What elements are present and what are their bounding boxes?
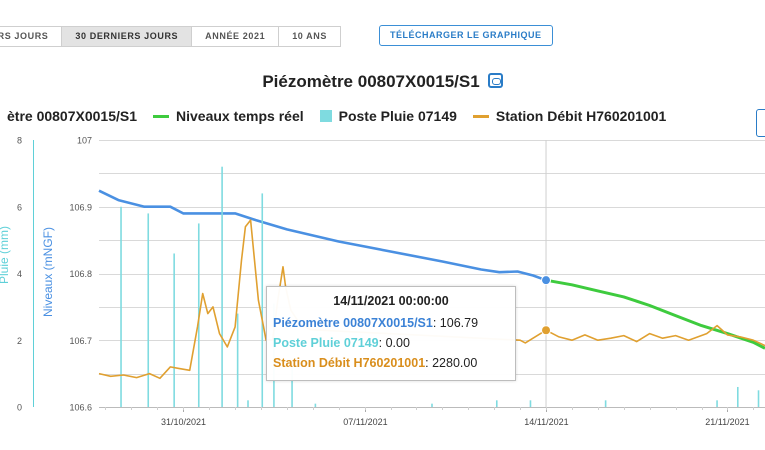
rain-tick-label: 8 (17, 136, 22, 146)
rain-tick-label: 0 (17, 403, 22, 413)
link-icon[interactable] (487, 73, 503, 88)
legend-label: ètre 00807X0015/S1 (7, 108, 137, 124)
series-line (98, 189, 547, 282)
legend-item-debit[interactable]: Station Débit H760201001 (472, 108, 667, 124)
legend-symbol (472, 114, 489, 118)
tooltip-row: Station Débit H760201001: 2280.00 (273, 356, 478, 370)
hover-marker (541, 275, 552, 286)
rain-bar (173, 253, 175, 407)
rain-bar (221, 166, 223, 407)
rain-bar (147, 213, 150, 407)
tooltip-series-value: 2280.00 (432, 356, 478, 370)
series-line (545, 278, 765, 350)
legend-item-niveaux[interactable]: Niveaux temps réel (153, 108, 304, 124)
rain-bar (431, 403, 433, 407)
rain-bar (495, 400, 498, 407)
chart-menu-button[interactable] (756, 109, 765, 137)
rain-bar (247, 400, 249, 407)
period-tabs: ERS JOURS 30 DERNIERS JOURS ANNÉE 2021 1… (0, 26, 341, 47)
rain-tick-label: 6 (17, 202, 22, 212)
legend-symbol (153, 114, 169, 118)
series-line (98, 219, 765, 380)
rain-bar (314, 403, 317, 407)
rain-tick-label: 4 (17, 269, 22, 279)
tab-30-days[interactable]: 30 DERNIERS JOURS (62, 26, 193, 47)
legend-label: Poste Pluie 07149 (338, 108, 457, 124)
tooltip-series-name: Station Débit H760201001 (273, 356, 426, 370)
chart-title: Piézomètre 00807X0015/S1 (0, 72, 765, 92)
x-tick-label: 14/11/2021 (524, 417, 568, 427)
level-tick-label: 107 (77, 136, 92, 146)
tooltip-series-value: 106.79 (439, 316, 479, 330)
x-tick-label: 07/11/2021 (343, 417, 387, 427)
rain-bar (236, 313, 239, 407)
level-tick-label: 106.9 (69, 202, 92, 212)
legend-label: Station Débit H760201001 (495, 108, 667, 124)
rain-bar (716, 400, 718, 407)
legend-symbol (319, 110, 332, 122)
tab-10-years[interactable]: 10 ANS (279, 26, 341, 47)
level-tick-label: 106.6 (69, 403, 92, 413)
level-tick-label: 106.7 (69, 336, 92, 346)
tooltip-series-value: 0.00 (385, 336, 410, 350)
chart-tooltip: 14/11/2021 00:00:00 Piézomètre 00807X001… (266, 286, 516, 381)
rain-bar (120, 206, 122, 407)
rain-tick-label: 2 (17, 336, 22, 346)
tab-7-days[interactable]: ERS JOURS (0, 26, 63, 47)
tooltip-title: 14/11/2021 00:00:00 (333, 294, 449, 308)
download-chart-button[interactable]: TÉLÉCHARGER LE GRAPHIQUE (379, 25, 553, 46)
x-tick-label: 31/10/2021 (161, 417, 206, 427)
chart-legend: ètre 00807X0015/S1 Niveaux temps réel Po… (0, 108, 682, 124)
tooltip-row: Piézomètre 00807X0015/S1: 106.79 (273, 316, 479, 330)
tooltip-row: Poste Pluie 07149: 0.00 (273, 336, 410, 350)
rain-bar (736, 386, 739, 407)
tooltip-series-name: Piézomètre 00807X0015/S1 (273, 316, 433, 330)
rain-bar (604, 400, 607, 407)
legend-label: Niveaux temps réel (176, 108, 304, 124)
rain-bar (261, 193, 264, 407)
x-tick-label: 21/11/2021 (705, 417, 749, 427)
legend-item-piezometre[interactable]: ètre 00807X0015/S1 (0, 108, 137, 124)
chart-title-text: Piézomètre 00807X0015/S1 (262, 72, 480, 91)
level-axis-title: Niveaux (mNGF) (41, 227, 55, 317)
rain-axis-title: Pluie (mm) (0, 226, 11, 284)
rain-bar (291, 366, 293, 407)
rain-bar (757, 390, 760, 407)
level-tick-label: 106.8 (69, 269, 92, 279)
tab-year-2021[interactable]: ANNÉE 2021 (192, 26, 280, 47)
tooltip-series-name: Poste Pluie 07149 (273, 336, 379, 350)
rain-bar (529, 400, 532, 407)
hover-marker (541, 325, 552, 336)
legend-item-pluie[interactable]: Poste Pluie 07149 (319, 108, 457, 124)
